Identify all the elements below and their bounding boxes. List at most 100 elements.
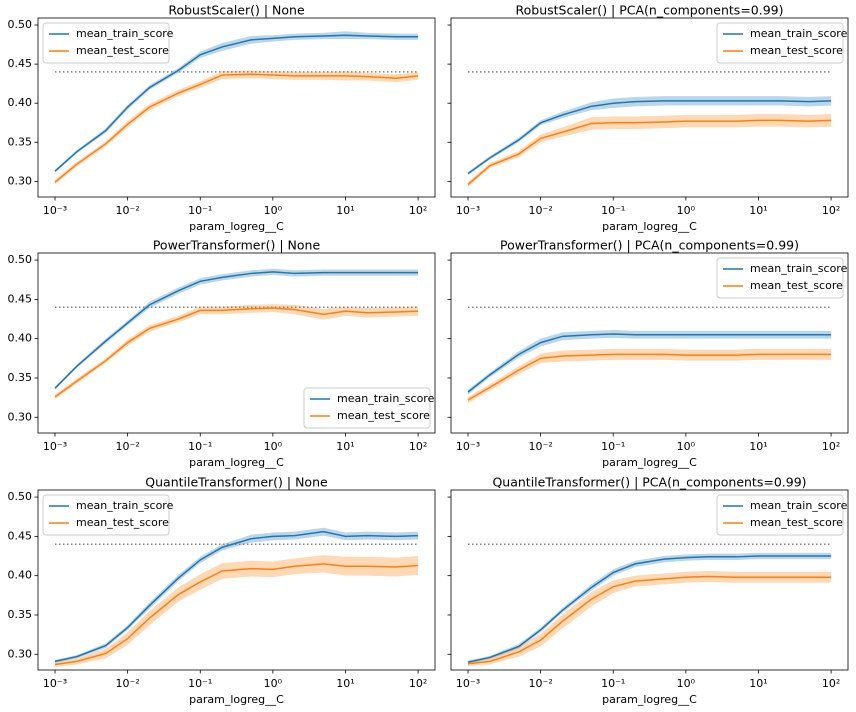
x-tick-label: 10²	[409, 204, 427, 217]
line	[467, 333, 832, 393]
legend-label: mean_test_score	[750, 44, 843, 57]
y-tick-label: 0.30	[8, 174, 33, 187]
x-tick-label: 10⁻¹	[601, 204, 625, 217]
x-tick-label: 10⁻³	[43, 204, 67, 217]
line	[54, 73, 419, 183]
legend-box	[42, 494, 170, 536]
legend-box	[716, 257, 844, 299]
x-tick-label: 10⁻³	[43, 677, 67, 690]
legend: mean_train_score mean_test_score	[303, 387, 435, 429]
x-axis-label: param_logreg__C	[602, 693, 697, 706]
y-tick-label: 0.40	[8, 332, 33, 345]
x-tick-label: 10⁰	[264, 677, 283, 690]
axes-frame	[450, 252, 849, 434]
x-tick-label: 10⁰	[264, 440, 283, 453]
x-tick-label: 10⁻¹	[601, 677, 625, 690]
x-tick-label: 10²	[822, 204, 840, 217]
x-tick-label: 10⁻¹	[188, 677, 212, 690]
x-tick-label: 10¹	[749, 440, 767, 453]
line	[467, 353, 832, 401]
chart-title: QuantileTransformer() | PCA(n_components…	[492, 475, 806, 490]
x-tick-label: 10⁻²	[116, 204, 140, 217]
x-tick-label: 10¹	[336, 204, 354, 217]
confidence-band	[55, 70, 419, 185]
x-axis-label: param_logreg__C	[189, 220, 284, 233]
legend-label: mean_test_score	[337, 409, 430, 422]
x-tick-label: 10²	[822, 440, 840, 453]
confidence-band	[55, 268, 419, 390]
subplot: 10⁻³ 10⁻² 10⁻¹ 10⁰ 10¹ 10² 0.30 0.35 0.40 0.45 0.5…	[8, 238, 436, 469]
x-tick-label: 10⁰	[264, 204, 283, 217]
x-tick-label: 10⁻²	[529, 440, 553, 453]
subplot: 10⁻³ 10⁻² 10⁻¹ 10⁰ 10¹ 10² PowerTransformer() …	[447, 238, 849, 469]
x-tick-label: 10¹	[336, 677, 354, 690]
chart-title: RobustScaler() | PCA(n_components=0.99)	[516, 3, 784, 18]
y-tick-label: 0.30	[8, 410, 33, 423]
line	[54, 530, 419, 663]
legend-label: mean_train_score	[750, 499, 848, 512]
x-axis-label: param_logreg__C	[602, 456, 697, 469]
x-tick-label: 10⁻³	[456, 204, 480, 217]
subplot: 10⁻³ 10⁻² 10⁻¹ 10⁰ 10¹ 10² QuantileTransformer…	[447, 475, 849, 706]
x-tick-label: 10²	[822, 677, 840, 690]
confidence-band	[55, 527, 419, 663]
subplot: 10⁻³ 10⁻² 10⁻¹ 10⁰ 10¹ 10² RobustScaler() | PC…	[447, 3, 849, 233]
x-tick-label: 10⁻²	[529, 204, 553, 217]
x-tick-label: 10¹	[749, 204, 767, 217]
legend-label: mean_train_score	[76, 499, 174, 512]
legend: mean_train_score mean_test_score	[42, 22, 174, 64]
y-tick-label: 0.45	[8, 57, 33, 70]
x-axis-label: param_logreg__C	[602, 220, 697, 233]
y-tick-label: 0.45	[8, 292, 33, 305]
confidence-band	[55, 304, 419, 400]
x-tick-label: 10⁻³	[456, 440, 480, 453]
x-tick-label: 10⁻²	[529, 677, 553, 690]
legend-label: mean_train_score	[750, 262, 848, 275]
legend: mean_train_score mean_test_score	[42, 494, 174, 536]
line	[54, 563, 419, 666]
chart-title: RobustScaler() | None	[168, 3, 305, 18]
line	[467, 119, 832, 186]
confidence-band	[468, 570, 832, 667]
legend-label: mean_train_score	[750, 27, 848, 40]
chart-title: PowerTransformer() | None	[153, 238, 321, 253]
axes-frame	[450, 489, 849, 671]
legend: mean_train_score mean_test_score	[716, 257, 848, 299]
line	[467, 555, 832, 663]
legend-label: mean_test_score	[750, 279, 843, 292]
legend: mean_train_score mean_test_score	[716, 494, 848, 536]
legend-box	[303, 387, 431, 429]
y-tick-label: 0.35	[8, 135, 33, 148]
x-tick-label: 10²	[409, 677, 427, 690]
x-tick-label: 10⁻¹	[188, 440, 212, 453]
x-tick-label: 10⁰	[677, 204, 696, 217]
legend-label: mean_train_score	[337, 392, 435, 405]
line	[467, 575, 832, 665]
chart-title: QuantileTransformer() | None	[145, 475, 328, 490]
y-tick-label: 0.30	[8, 647, 33, 660]
line	[54, 307, 419, 398]
y-tick-label: 0.50	[8, 490, 33, 503]
x-tick-label: 10⁻¹	[601, 440, 625, 453]
confidence-band	[468, 348, 832, 404]
x-tick-label: 10⁰	[677, 440, 696, 453]
legend-label: mean_train_score	[76, 27, 174, 40]
x-tick-label: 10¹	[336, 440, 354, 453]
confidence-band	[468, 114, 832, 187]
line	[54, 271, 419, 389]
legend-label: mean_test_score	[76, 516, 169, 529]
legend-box	[716, 494, 844, 536]
legend-label: mean_test_score	[76, 44, 169, 57]
legend-box	[42, 22, 170, 64]
confidence-band	[468, 96, 832, 176]
confidence-band	[468, 330, 832, 395]
y-tick-label: 0.50	[8, 18, 33, 31]
x-tick-label: 10²	[409, 440, 427, 453]
axes-frame	[37, 489, 436, 671]
axes-frame	[37, 17, 436, 198]
subplot: 10⁻³ 10⁻² 10⁻¹ 10⁰ 10¹ 10² 0.30 0.35 0.40 0.45 0.5…	[8, 475, 436, 706]
x-tick-label: 10⁻²	[116, 440, 140, 453]
legend-label: mean_test_score	[750, 516, 843, 529]
subplot: 10⁻³ 10⁻² 10⁻¹ 10⁰ 10¹ 10² 0.30 0.35 0.40 0.45 0.5…	[8, 3, 436, 233]
